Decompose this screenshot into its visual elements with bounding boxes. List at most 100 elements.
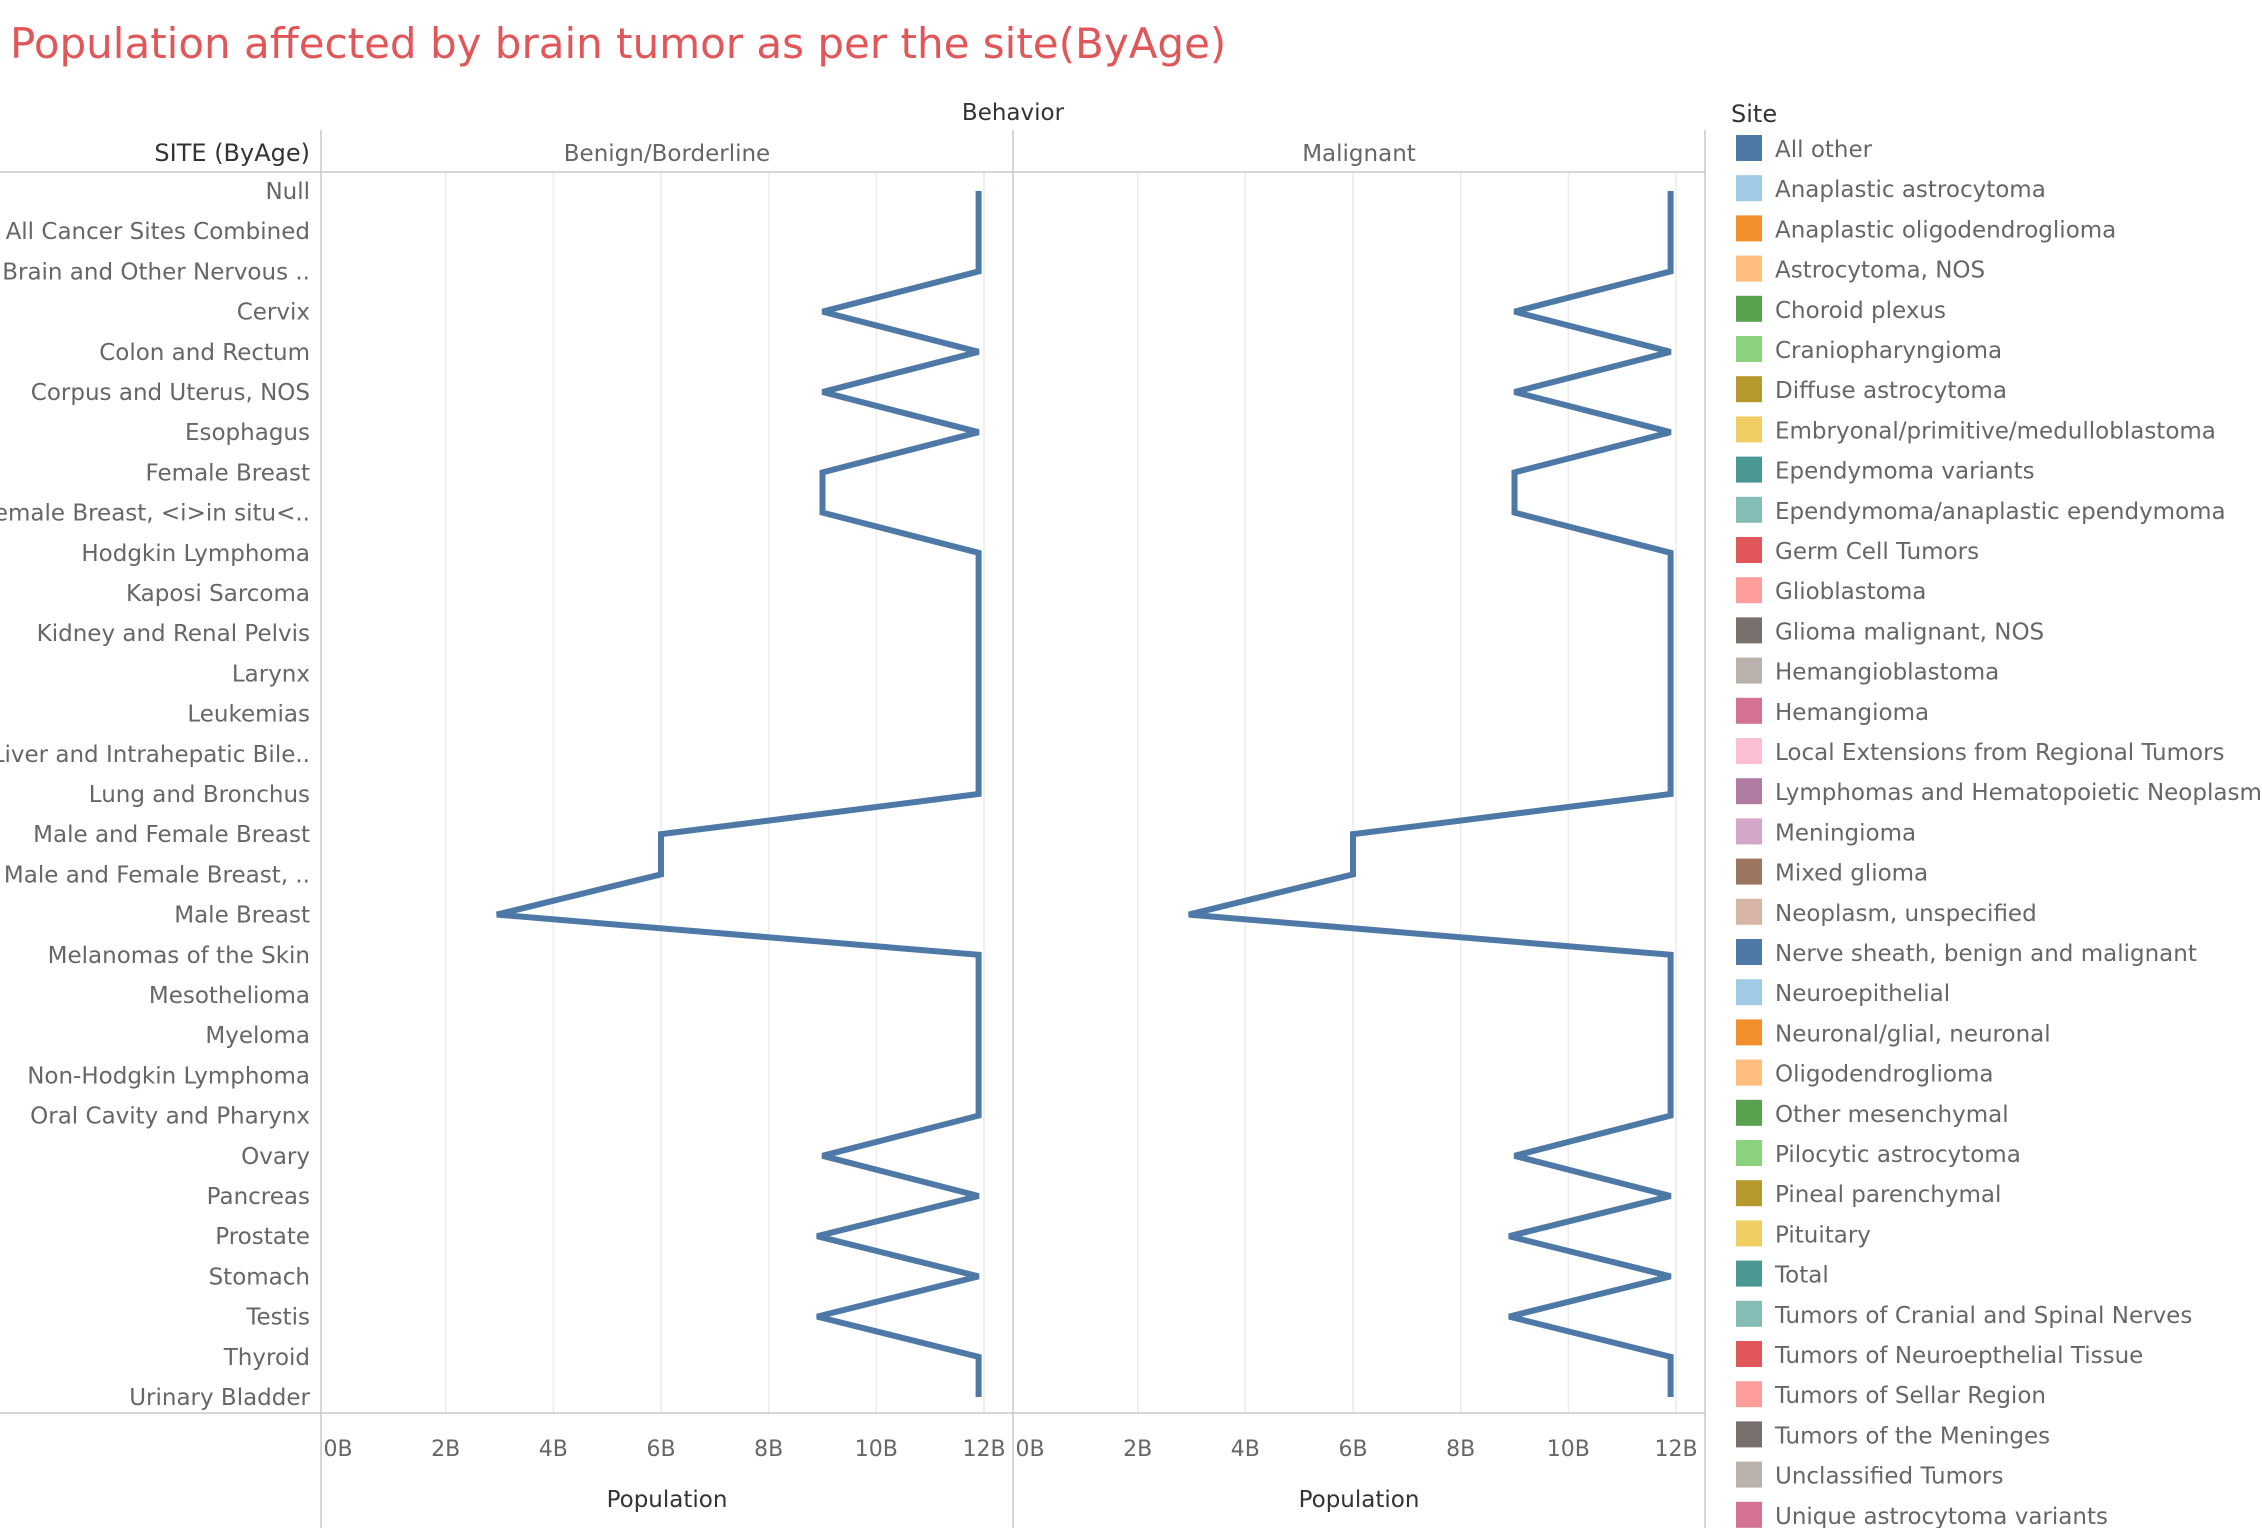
x-axis-labels: Population Population — [607, 1487, 1420, 1513]
panel-headers: Benign/Borderline Malignant — [564, 141, 1416, 167]
x-tick-label: 6B — [1338, 1437, 1367, 1462]
legend-swatch — [1736, 1059, 1762, 1086]
legend-label: Embryonal/primitive/medulloblastoma — [1775, 418, 2216, 444]
series-lines — [496, 191, 1674, 1397]
series-line — [496, 191, 982, 1397]
legend-swatch — [1736, 1260, 1762, 1287]
legend-swatch — [1736, 697, 1762, 724]
panel-header: Benign/Borderline — [564, 141, 770, 167]
legend-label: All other — [1775, 137, 1873, 163]
legend: All other Anaplastic astrocytoma Anaplasti… — [1736, 135, 2262, 1528]
category-label: Null — [265, 179, 310, 205]
legend-label: Neuroepithelial — [1775, 981, 1950, 1007]
legend-label: Local Extensions from Regional Tumors — [1775, 740, 2225, 766]
category-label: Ovary — [241, 1144, 310, 1170]
legend-swatch — [1736, 1381, 1762, 1408]
legend-label: Hemangioblastoma — [1775, 660, 1999, 686]
category-label: Cervix — [237, 300, 310, 326]
legend-swatch — [1736, 1421, 1762, 1448]
legend-swatch — [1736, 376, 1762, 403]
category-label: Thyroid — [223, 1345, 310, 1371]
legend-label: Tumors of Sellar Region — [1774, 1383, 2046, 1409]
legend-swatch — [1736, 657, 1762, 684]
category-label: Colon and Rectum — [99, 340, 310, 366]
x-tick-label: 2B — [431, 1437, 460, 1462]
legend-swatch — [1736, 778, 1762, 805]
legend-label: Total — [1774, 1263, 1829, 1289]
category-label: Melanomas of the Skin — [48, 943, 310, 969]
category-label: Liver and Intrahepatic Bile.. — [0, 742, 310, 768]
legend-label: Anaplastic oligodendroglioma — [1775, 217, 2116, 243]
legend-swatch — [1736, 537, 1762, 563]
x-tick-labels: 0B 2B 4B 6B 8B 10B 12B 0B 2B 4B 6B 8B 10B 12B — [323, 1437, 1697, 1462]
legend-label: Pituitary — [1775, 1222, 1871, 1248]
legend-label: Unique astrocytoma variants — [1775, 1504, 2108, 1528]
legend-label: Ependymoma/anaplastic ependymoma — [1775, 499, 2226, 525]
x-axis-label: Population — [607, 1487, 728, 1513]
legend-swatch — [1736, 456, 1762, 483]
category-label: Mesothelioma — [149, 983, 310, 1009]
legend-swatch — [1736, 215, 1762, 242]
legend-label: Neoplasm, unspecified — [1775, 901, 2037, 927]
grid-layer — [444, 172, 1677, 1413]
legend-label: Mixed glioma — [1775, 861, 1928, 887]
category-label: Male and Female Breast — [33, 822, 310, 848]
legend-label: Hemangioma — [1775, 700, 1929, 726]
category-labels: Null All Cancer Sites Combined Brain and O… — [0, 179, 311, 1411]
legend-title: Site — [1731, 100, 1777, 128]
x-tick-label: 2B — [1123, 1437, 1152, 1462]
legend-swatch — [1736, 1220, 1762, 1247]
frame-layer — [0, 130, 1706, 1528]
legend-swatch — [1736, 416, 1762, 443]
category-label: Larynx — [232, 661, 310, 687]
column-header: Behavior — [962, 100, 1065, 126]
legend-swatch — [1736, 617, 1762, 644]
category-label: All Cancer Sites Combined — [6, 219, 310, 245]
x-tick-label: 0B — [1015, 1437, 1044, 1462]
legend-swatch — [1736, 738, 1762, 764]
legend-swatch — [1736, 1180, 1762, 1207]
category-label: Brain and Other Nervous .. — [2, 259, 310, 285]
legend-label: Choroid plexus — [1775, 298, 1946, 324]
x-tick-label: 10B — [855, 1437, 898, 1462]
legend-label: Craniopharyngioma — [1775, 338, 2002, 364]
legend-label: Neuronal/glial, neuronal — [1775, 1021, 2051, 1047]
x-tick-label: 4B — [539, 1437, 568, 1462]
legend-label: Nerve sheath, benign and malignant — [1775, 941, 2197, 967]
x-tick-label: 4B — [1231, 1437, 1260, 1462]
legend-swatch — [1736, 175, 1762, 202]
legend-label: Lymphomas and Hematopoietic Neoplasms — [1775, 780, 2262, 806]
category-label: Myeloma — [205, 1023, 310, 1049]
x-tick-label: 0B — [323, 1437, 352, 1462]
legend-swatch — [1736, 255, 1762, 282]
category-label: Stomach — [209, 1264, 310, 1290]
category-label: Hodgkin Lymphoma — [81, 541, 310, 567]
category-label: Pancreas — [207, 1184, 310, 1210]
category-label: Lung and Bronchus — [89, 782, 310, 808]
legend-label: Meningioma — [1775, 820, 1916, 846]
legend-swatch — [1736, 1099, 1762, 1126]
x-tick-label: 12B — [1654, 1437, 1697, 1462]
legend-label: Oligodendroglioma — [1775, 1062, 1993, 1088]
category-label: Kidney and Renal Pelvis — [37, 621, 310, 647]
legend-swatch — [1736, 577, 1762, 604]
legend-label: Other mesenchymal — [1775, 1102, 2009, 1128]
category-label: Oral Cavity and Pharynx — [30, 1104, 310, 1130]
legend-swatch — [1736, 939, 1762, 965]
legend-label: Unclassified Tumors — [1775, 1464, 2004, 1490]
legend-label: Diffuse astrocytoma — [1775, 378, 2007, 404]
legend-label: Pineal parenchymal — [1775, 1182, 2001, 1208]
chart-title: Population affected by brain tumor as pe… — [10, 19, 1226, 68]
category-label: Corpus and Uterus, NOS — [31, 380, 310, 406]
legend-swatch — [1736, 1019, 1762, 1046]
legend-swatch — [1736, 858, 1762, 885]
legend-label: Ependymoma variants — [1775, 459, 2035, 485]
category-label: Urinary Bladder — [129, 1385, 310, 1411]
legend-swatch — [1736, 1341, 1762, 1367]
legend-swatch — [1736, 1140, 1762, 1166]
legend-swatch — [1736, 898, 1762, 925]
legend-swatch — [1736, 1461, 1762, 1488]
category-label: Esophagus — [185, 420, 310, 446]
legend-label: Tumors of Cranial and Spinal Nerves — [1774, 1303, 2192, 1329]
